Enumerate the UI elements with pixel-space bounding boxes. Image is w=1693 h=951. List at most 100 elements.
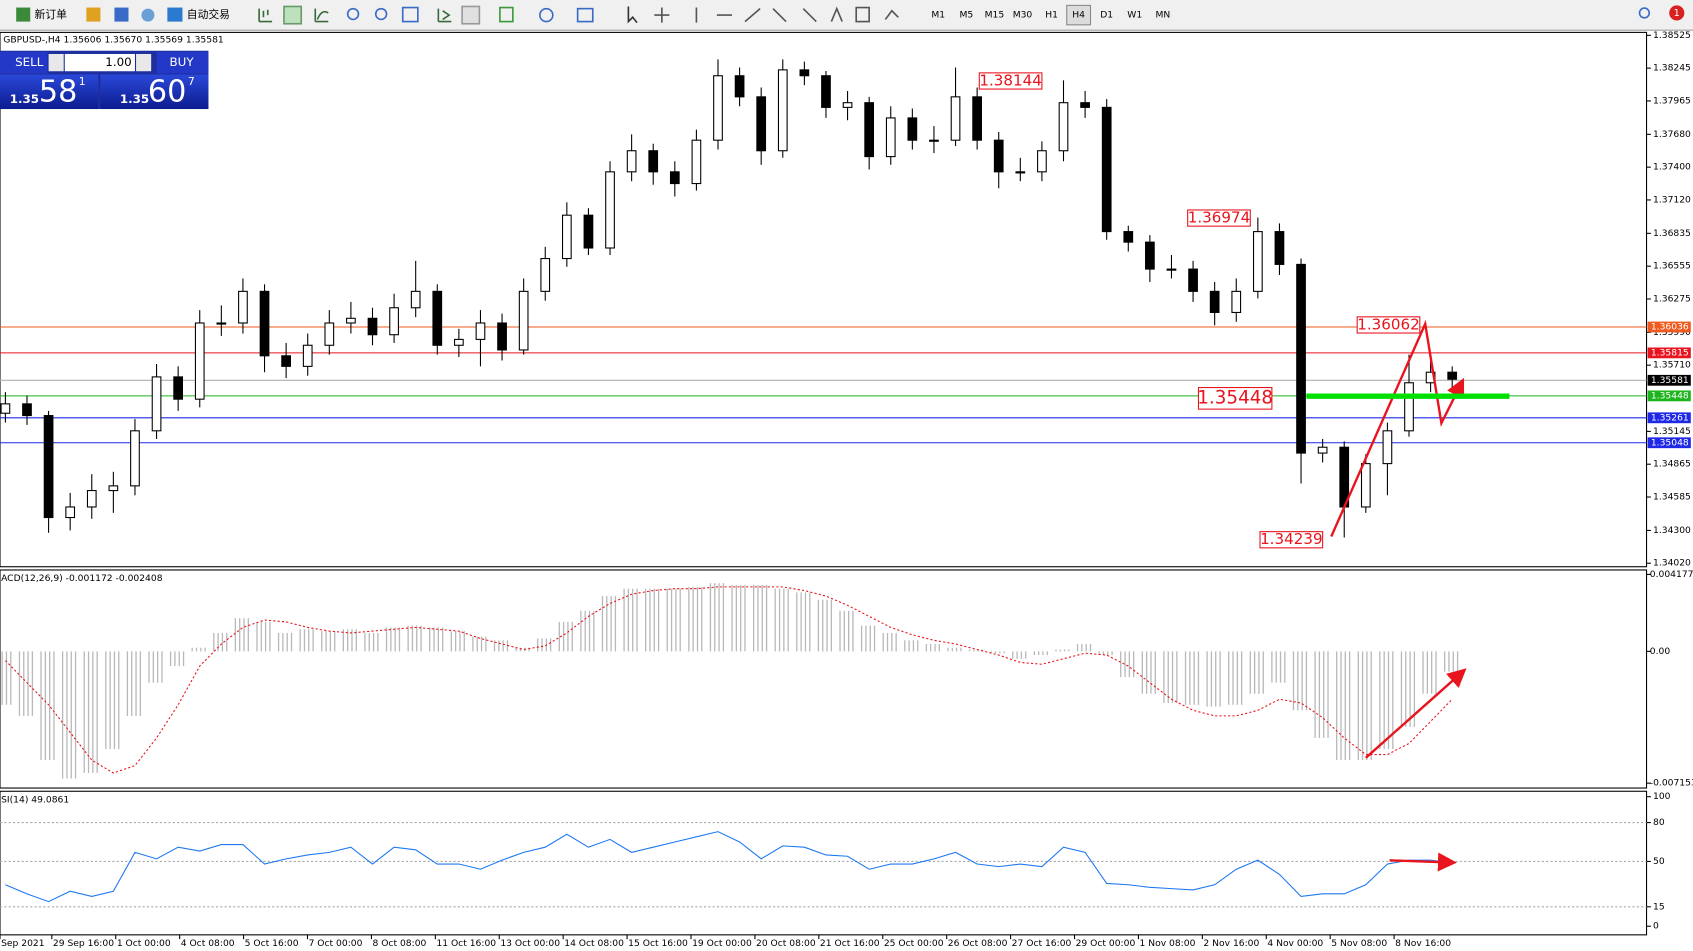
auto-trading-icon[interactable] (167, 7, 183, 22)
candle-body (1015, 171, 1026, 174)
ask-pips: 60 (148, 74, 186, 109)
candle-body (1209, 290, 1220, 313)
price-annotation-box (1197, 387, 1273, 410)
y-tick-label: 1.37400 (1653, 162, 1691, 173)
candle-body (777, 69, 788, 152)
candle-body (864, 102, 875, 158)
candle-body (605, 171, 615, 249)
candle-body (259, 290, 270, 357)
timeframe-button[interactable]: D1 (1100, 10, 1113, 21)
timeframe-button[interactable]: M15 (985, 10, 1005, 21)
candle-body (993, 139, 1004, 173)
price-annotation: 1.35448 (1197, 387, 1273, 408)
timeframe-button[interactable]: M30 (1013, 10, 1033, 21)
y-tick-label: 1.36275 (1653, 293, 1691, 304)
ask-big: 1.35 (120, 92, 149, 106)
auto-trading-button[interactable]: 自动交易 (187, 8, 230, 21)
candle-body (1447, 371, 1458, 380)
search-icon[interactable] (1638, 7, 1651, 19)
toolbar-icon[interactable] (141, 8, 155, 22)
x-tick-label: 29 Oct 00:00 (1076, 938, 1136, 949)
new-order-icon[interactable] (16, 7, 31, 22)
timeframe-button[interactable]: H1 (1045, 10, 1058, 21)
candle-body (454, 338, 464, 346)
y-tick-label: 15 (1653, 901, 1665, 912)
sell-button[interactable] (0, 51, 48, 74)
x-tick-label: 14 Oct 08:00 (564, 938, 624, 949)
y-tick-label: 1.37680 (1653, 129, 1691, 140)
candle-body (734, 75, 745, 98)
x-tick-label: 5 Nov 08:00 (1331, 938, 1387, 949)
main-panel (0, 31, 1648, 568)
candle-body (281, 355, 291, 367)
candle-body (497, 322, 507, 351)
y-tick-label: 1.36835 (1653, 228, 1691, 239)
timeframe-button[interactable]: MN (1155, 10, 1170, 21)
lot-input[interactable] (64, 53, 135, 72)
y-tick-label: 0.004177 (1650, 569, 1693, 580)
candle-body (108, 485, 119, 492)
candle-body (799, 69, 810, 77)
x-tick-label: Sep 2021 (1, 938, 44, 949)
sell-label[interactable]: SELL (15, 55, 44, 69)
rsi-chart (0, 822, 1647, 908)
new-order-button[interactable]: 新订单 (35, 8, 68, 21)
toolbar-icon[interactable] (114, 7, 129, 22)
timeframe-button[interactable]: W1 (1127, 10, 1142, 21)
price-level-box (1647, 437, 1691, 449)
price-level-box (1647, 347, 1691, 359)
lot-value[interactable]: 1.00 (105, 55, 131, 69)
price-level-label: 1.35581 (1651, 375, 1689, 386)
y-tick-label: 1.34865 (1653, 459, 1691, 470)
candle-body (389, 307, 399, 336)
price-annotation: 1.36062 (1357, 315, 1419, 333)
candle-body (648, 150, 659, 173)
x-tick-label: 19 Oct 00:00 (692, 938, 752, 949)
candle-body (1274, 231, 1285, 265)
candle-body (713, 75, 723, 141)
macd-title: ACD(12,26,9) -0.001172 -0.002408 (1, 573, 163, 584)
x-tick-label: 11 Oct 16:00 (436, 938, 496, 949)
macd-chart (1, 583, 1459, 779)
candle-body (842, 102, 853, 108)
toolbar-icon[interactable] (86, 7, 101, 22)
candle-body (669, 171, 680, 185)
toolbar-icons[interactable] (258, 5, 899, 25)
sell-price-box[interactable] (0, 74, 99, 110)
buy-label[interactable]: BUY (170, 55, 195, 69)
timeframe-button[interactable]: H4 (1072, 10, 1085, 21)
timeframe-button[interactable]: M1 (931, 10, 945, 21)
candle-body (1404, 382, 1414, 432)
price-annotation: 1.34239 (1260, 530, 1322, 548)
candle-body (756, 96, 767, 152)
candle-body (86, 490, 97, 508)
y-tick-label: 1.37120 (1653, 194, 1691, 205)
candle-body (1360, 463, 1371, 508)
timeframe-bar: M1 M5 M15 M30 H1 H4 D1 W1 MN (931, 10, 1170, 21)
bid-point: 1 (79, 75, 86, 88)
lot-down[interactable] (48, 53, 64, 72)
candle-body (583, 214, 594, 249)
bid-big: 1.35 (10, 92, 39, 106)
notification-badge[interactable] (1669, 5, 1685, 21)
price-level-label: 1.35448 (1651, 390, 1689, 401)
candle-body (691, 139, 702, 185)
axes: GBPUSD-,H4 1.35606 1.35670 1.35569 1.355… (0, 30, 1693, 949)
y-tick-label: 80 (1653, 817, 1665, 828)
lot-up[interactable] (136, 53, 152, 72)
candle-body (1231, 290, 1242, 313)
price-level-box (1647, 412, 1691, 424)
timeframe-button[interactable]: M5 (959, 10, 973, 21)
x-tick-label: 8 Nov 16:00 (1395, 938, 1451, 949)
y-tick-label: 0.00 (1650, 646, 1671, 657)
buy-price-box[interactable] (100, 74, 209, 110)
y-tick-label: 1.38525 (1653, 30, 1691, 41)
x-tick-label: 20 Oct 08:00 (756, 938, 816, 949)
rsi-panel (0, 790, 1648, 936)
buy-button[interactable] (156, 51, 209, 74)
y-tick-label: -0.007153 (1650, 778, 1693, 789)
y-tick-label: 1.36555 (1653, 261, 1691, 272)
candle-body (821, 75, 831, 108)
